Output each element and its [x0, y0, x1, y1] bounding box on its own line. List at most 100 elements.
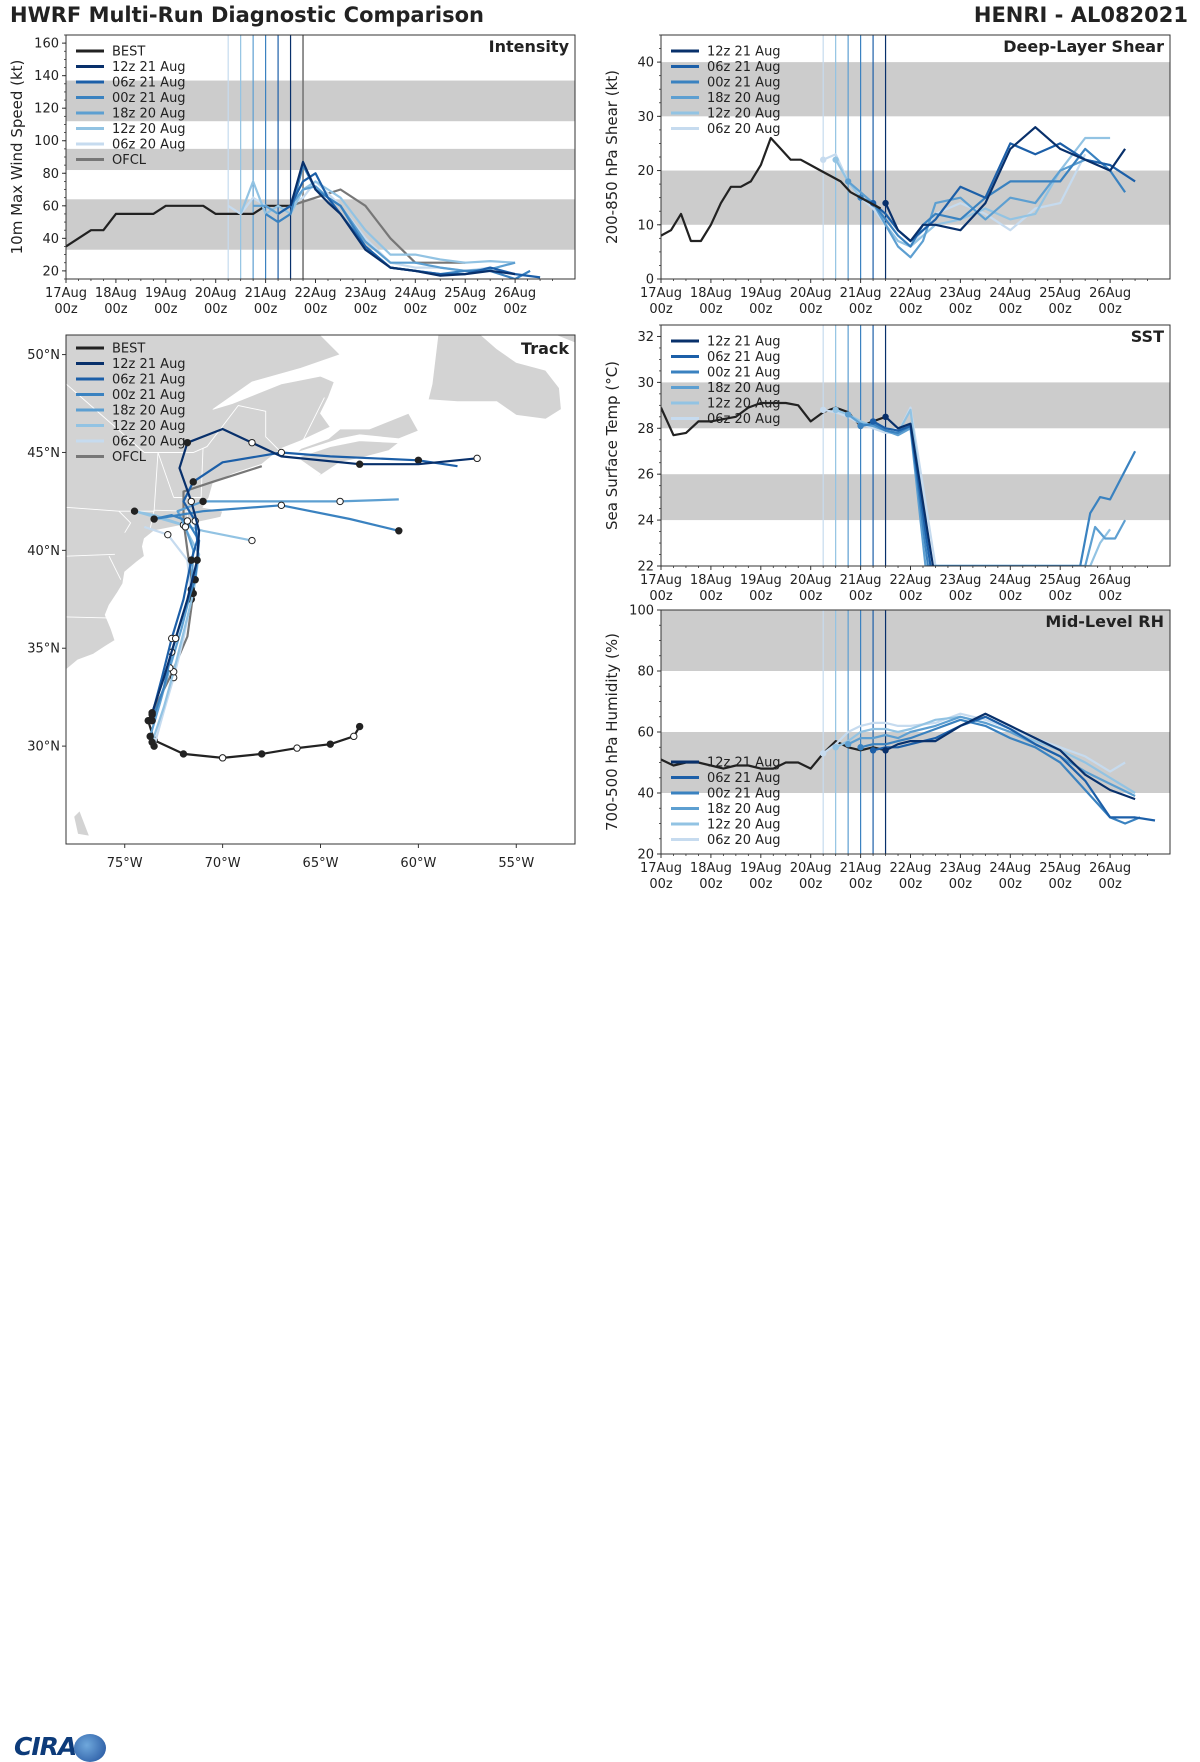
series-start-marker-06z-21-aug: [869, 418, 877, 425]
x-tick-label-hour: 00z: [104, 302, 128, 317]
track-point-best: [355, 722, 364, 731]
x-tick-label-hour: 00z: [799, 589, 823, 604]
track-point-00z-21-aug: [395, 527, 403, 535]
panel-rh: 2040608010017Aug00z18Aug00z19Aug00z20Aug…: [603, 604, 1171, 892]
series-start-marker-06z-20-aug: [819, 156, 827, 163]
x-tick-label-hour: 00z: [649, 589, 673, 604]
track-point-18z-20-aug: [336, 497, 344, 506]
legend-label-18z-20-aug: 18z 20 Aug: [707, 91, 781, 106]
plot-frame: [660, 324, 1171, 567]
series-line-best: [66, 204, 291, 248]
x-tick-label-date: 24Aug: [989, 861, 1031, 876]
y-tick-label: 80: [637, 665, 654, 680]
panel-sst: 22242628303217Aug00z18Aug00z19Aug00z20Au…: [603, 324, 1171, 604]
y-tick-label: 22: [637, 560, 654, 575]
y-tick-label: 100: [34, 134, 59, 149]
x-tick-label-hour: 00z: [749, 302, 773, 317]
panel-intensity: 2040608010012014016017Aug00z18Aug00z19Au…: [8, 34, 576, 317]
x-tick-label-date: 22Aug: [295, 286, 337, 301]
legend-label-06z-20-aug: 06z 20 Aug: [707, 412, 781, 427]
x-tick-label-hour: 00z: [454, 302, 478, 317]
y-tick-label: 32: [637, 330, 654, 345]
lat-tick-label: 40°N: [27, 544, 60, 559]
x-tick-label-date: 24Aug: [989, 573, 1031, 588]
border-line: [66, 616, 108, 619]
lon-tick-label: 70°W: [205, 856, 241, 871]
y-axis-label: 700-500 hPa Humidity (%): [603, 633, 621, 831]
x-tick-label-date: 17Aug: [640, 286, 682, 301]
y-tick-label: 40: [637, 56, 654, 71]
series-line-06z-21-aug: [872, 715, 1156, 822]
y-tick-label: 20: [637, 848, 654, 863]
panel-title: Mid-Level RH: [1045, 612, 1164, 631]
legend-label-18z-20-aug: 18z 20 Aug: [112, 107, 186, 122]
series-start-marker-12z-21-aug: [882, 747, 889, 754]
x-tick-label-hour: 00z: [1049, 302, 1073, 317]
track-point-12z-21-aug: [355, 460, 364, 468]
x-tick-label-hour: 00z: [899, 589, 923, 604]
legend-label-ofcl: OFCL: [112, 450, 147, 465]
gray-band: [661, 170, 1170, 225]
track-point-12z-21-aug: [183, 438, 192, 447]
track-point-06z-21-aug: [189, 478, 197, 486]
x-tick-label-date: 21Aug: [245, 286, 287, 301]
legend-label-18z-20-aug: 18z 20 Aug: [707, 381, 781, 396]
x-tick-label-hour: 00z: [949, 302, 973, 317]
x-tick-label-date: 26Aug: [1089, 286, 1131, 301]
x-tick-label-date: 22Aug: [890, 286, 932, 301]
x-tick-label-hour: 00z: [154, 302, 178, 317]
x-tick-label-date: 20Aug: [195, 286, 237, 301]
series-start-marker-12z-21-aug: [882, 413, 889, 421]
track-point-00z-21-aug: [277, 501, 286, 510]
cira-globe-icon: [74, 1734, 106, 1762]
y-tick-label: 80: [42, 167, 59, 182]
x-tick-label-hour: 00z: [799, 302, 823, 317]
legend-label-00z-21-aug: 00z 21 Aug: [112, 91, 186, 106]
series-start-marker-12z-20-aug: [832, 744, 839, 751]
border-line: [157, 452, 175, 498]
legend-label-12z-20-aug: 12z 20 Aug: [707, 818, 781, 833]
land-polygon: [300, 440, 400, 483]
land-polygon: [427, 335, 562, 420]
y-axis-label: 10m Max Wind Speed (kt): [8, 60, 26, 255]
legend-label-06z-21-aug: 06z 21 Aug: [112, 76, 186, 91]
x-tick-label-date: 23Aug: [939, 861, 981, 876]
x-tick-label-hour: 00z: [949, 589, 973, 604]
series-line-12z-21-aug: [289, 160, 516, 277]
x-tick-label-hour: 00z: [999, 877, 1023, 892]
gray-band: [66, 80, 575, 122]
series-line-00z-21-aug: [860, 147, 1127, 248]
y-tick-label: 30: [637, 110, 654, 125]
page-title: HWRF Multi-Run Diagnostic Comparison: [10, 3, 485, 27]
series-line-12z-20-aug: [835, 715, 1136, 794]
x-tick-label-hour: 00z: [1049, 589, 1073, 604]
x-tick-label-hour: 00z: [503, 302, 527, 317]
panel-track: 75°W 70°W 65°W 60°W 55°W 30°N 35°N 40°N 45°N 50°N…: [27, 334, 576, 871]
legend-label-12z-21-aug: 12z 21 Aug: [707, 45, 781, 60]
x-tick-label-hour: 00z: [849, 877, 873, 892]
gray-band: [661, 610, 1170, 671]
x-tick-label-date: 25Aug: [1039, 861, 1081, 876]
track-point-12z-21-aug: [171, 634, 180, 643]
series-line-12z-21-aug: [884, 415, 935, 566]
legend-label-12z-20-aug: 12z 20 Aug: [112, 419, 186, 434]
legend-label-06z-20-aug: 06z 20 Aug: [707, 122, 781, 137]
lat-tick-label: 50°N: [27, 348, 60, 363]
legend-label-06z-21-aug: 06z 21 Aug: [112, 373, 186, 388]
series-line-00z-21-aug: [860, 718, 1141, 825]
border-line: [108, 555, 122, 580]
series-start-marker-12z-21-aug: [882, 199, 889, 207]
storm-title: HENRI - AL082021: [973, 3, 1188, 27]
x-tick-label-hour: 00z: [304, 302, 328, 317]
border-line: [66, 553, 115, 557]
legend-label-06z-20-aug: 06z 20 Aug: [707, 833, 781, 848]
border-line: [296, 397, 325, 453]
track-point-06z-20-aug: [164, 530, 172, 539]
track-point-12z-21-aug: [248, 438, 256, 447]
x-tick-label-date: 20Aug: [790, 286, 832, 301]
series-line-18z-20-aug: [847, 413, 1127, 566]
y-tick-label: 20: [637, 164, 654, 179]
series-start-marker-06z-20-aug: [819, 750, 827, 757]
legend-label-06z-21-aug: 06z 21 Aug: [707, 771, 781, 786]
y-tick-label: 40: [637, 787, 654, 802]
